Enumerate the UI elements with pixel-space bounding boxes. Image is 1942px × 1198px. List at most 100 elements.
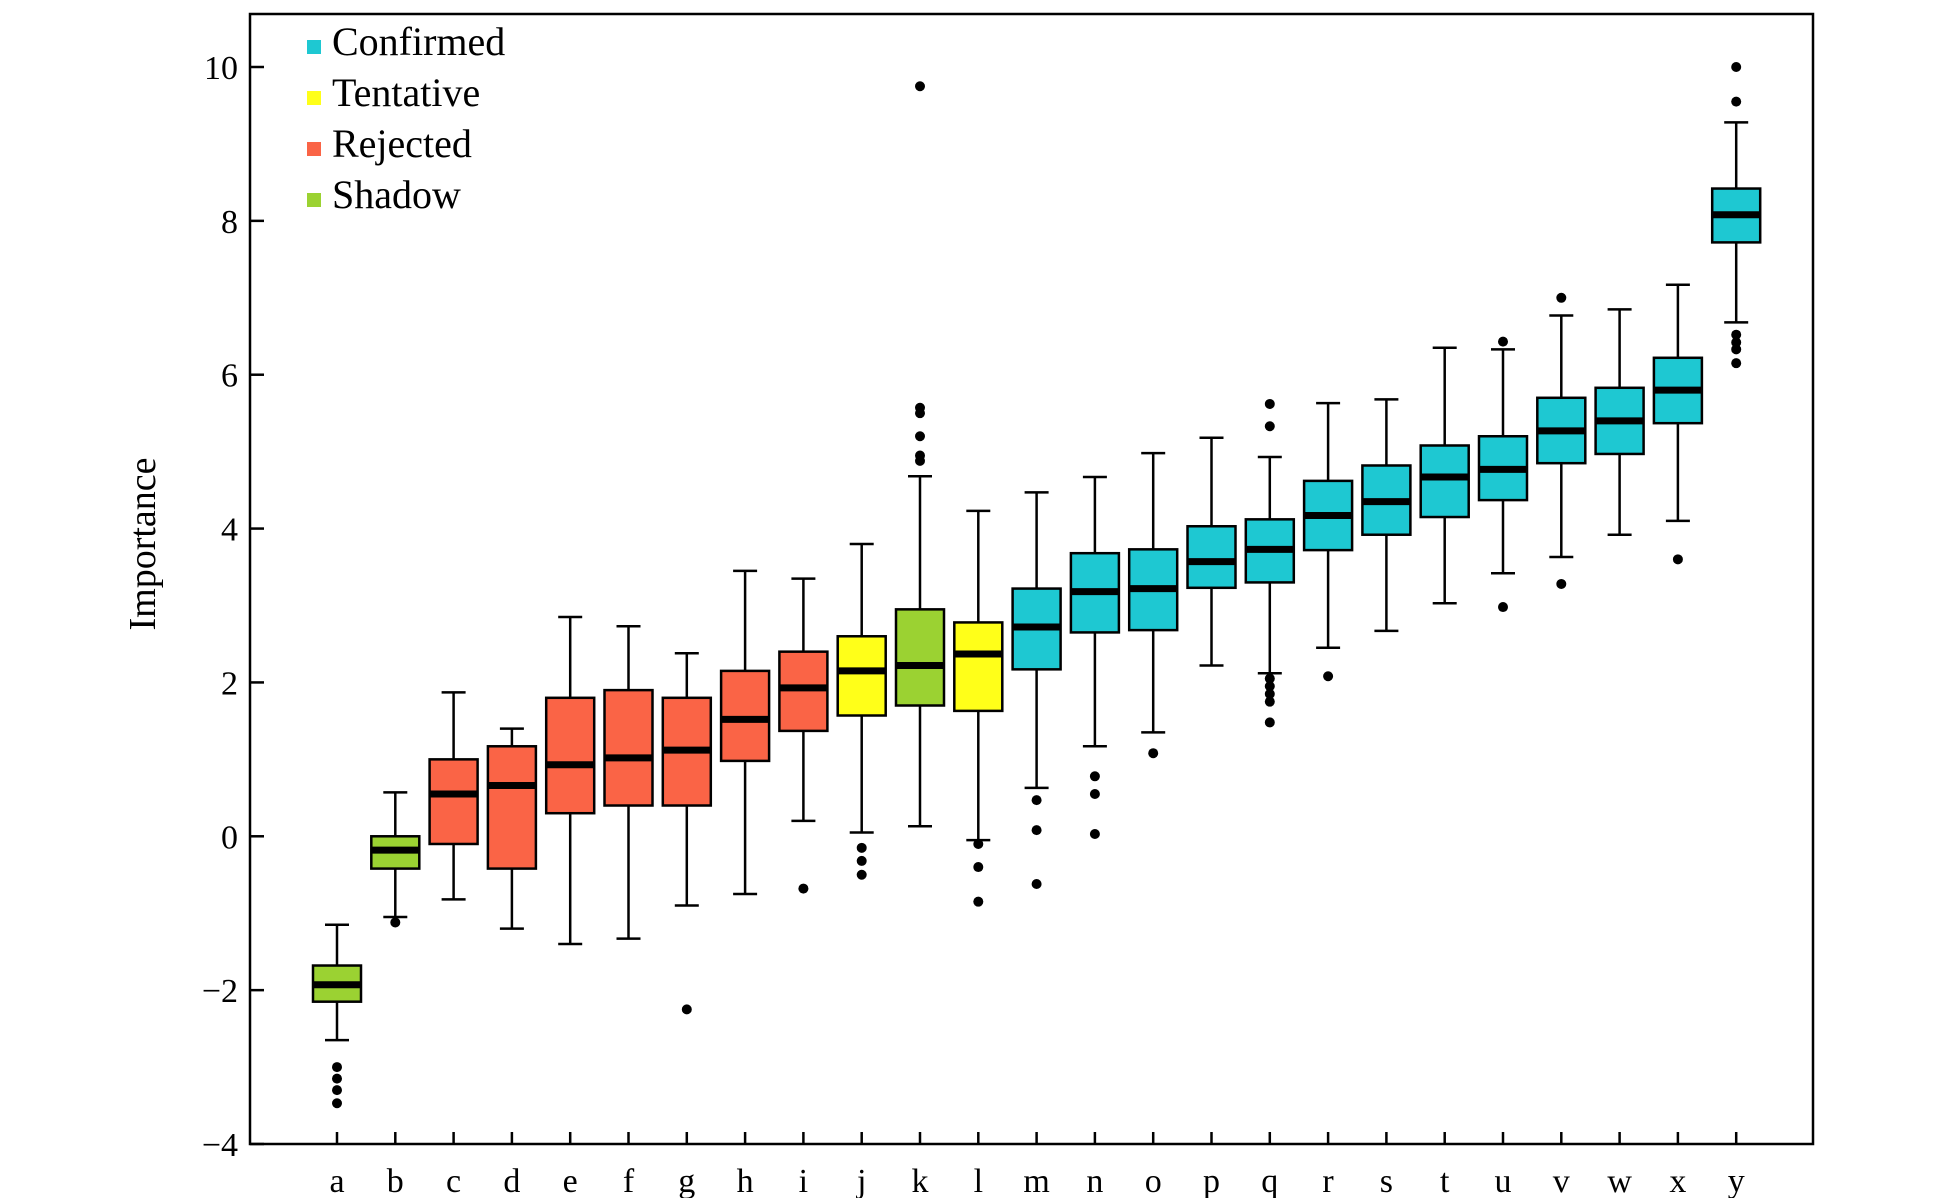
y-tick-label: 6	[221, 358, 238, 395]
outlier-point	[1264, 673, 1275, 684]
y-tick-label: 10	[204, 50, 238, 87]
x-tick-label: r	[1322, 1163, 1334, 1198]
outlier-point	[856, 842, 867, 853]
x-tick-label: t	[1440, 1163, 1450, 1198]
box-body	[1419, 444, 1470, 519]
outlier-point	[1264, 681, 1275, 692]
box-t	[1419, 346, 1470, 605]
outlier-point	[1731, 358, 1742, 369]
x-tick-label: v	[1553, 1163, 1570, 1198]
box-d	[486, 727, 538, 930]
x-tick-label: u	[1495, 1163, 1512, 1198]
outlier-point	[798, 883, 809, 894]
x-tick-label: g	[678, 1163, 695, 1198]
outlier-point	[1031, 795, 1042, 806]
box-j	[836, 542, 887, 880]
outlier-point	[681, 1004, 692, 1015]
box-k	[894, 81, 946, 828]
outlier-point	[915, 431, 925, 442]
box-m	[1011, 491, 1062, 889]
legend-swatch-confirmed	[307, 40, 321, 54]
legend-label-tentative: Tentative	[332, 70, 480, 115]
x-tick-label: h	[737, 1163, 754, 1198]
box-q	[1244, 398, 1296, 728]
outlier-point	[1264, 696, 1275, 707]
outlier-point	[1556, 292, 1567, 303]
box-a	[311, 923, 363, 1109]
box-c	[428, 691, 479, 901]
box-x	[1652, 283, 1704, 565]
outlier-point	[1031, 878, 1042, 889]
x-tick-label: d	[503, 1163, 520, 1198]
y-tick-label: 4	[221, 512, 238, 549]
outlier-point	[1672, 554, 1683, 565]
outlier-point	[915, 450, 925, 461]
outlier-point	[1264, 688, 1275, 699]
box-body	[836, 635, 887, 717]
box-body	[953, 621, 1004, 713]
outlier-point	[1031, 825, 1042, 836]
y-tick-label: 8	[221, 204, 238, 241]
outlier-point	[1148, 748, 1159, 759]
box-s	[1361, 398, 1412, 633]
box-r	[1302, 401, 1354, 682]
box-o	[1127, 451, 1179, 759]
x-tick-label: c	[446, 1163, 461, 1198]
outlier-point	[1264, 717, 1275, 728]
box-l	[953, 509, 1004, 907]
x-tick-label: x	[1669, 1163, 1686, 1198]
outlier-point	[1498, 602, 1508, 613]
y-tick-label: 2	[221, 665, 238, 702]
x-tick-label: b	[387, 1163, 404, 1198]
legend: Confirmed Tentative Rejected Shadow	[307, 19, 505, 217]
legend-swatch-rejected	[307, 142, 321, 156]
outlier-point	[1731, 62, 1742, 72]
box-f	[603, 625, 654, 940]
x-tick-label: w	[1607, 1163, 1632, 1198]
x-tick-label: s	[1380, 1163, 1393, 1198]
outlier-point	[1323, 671, 1334, 682]
box-body	[894, 608, 946, 707]
outlier-point	[1264, 398, 1275, 409]
box-e	[544, 615, 596, 946]
box-body	[603, 688, 654, 807]
box-v	[1536, 292, 1587, 589]
box-body	[544, 696, 596, 815]
y-tick-label: −4	[202, 1127, 238, 1164]
x-tick-label: q	[1261, 1163, 1278, 1198]
outlier-point	[856, 855, 867, 866]
x-tick-label: n	[1086, 1163, 1103, 1198]
y-axis: −4 −2 0 2 4 6 8 10	[202, 50, 264, 1164]
x-tick-label: j	[856, 1163, 866, 1198]
outlier-point	[1498, 336, 1508, 347]
box-y	[1710, 62, 1762, 369]
legend-label-shadow: Shadow	[332, 172, 461, 217]
legend-swatch-tentative	[307, 91, 321, 105]
x-tick-label: l	[974, 1163, 983, 1198]
y-tick-label: 0	[221, 819, 238, 856]
box-h	[719, 569, 771, 896]
outlier-point	[1089, 828, 1100, 839]
box-p	[1186, 436, 1237, 667]
box-w	[1594, 308, 1645, 536]
box-body	[1186, 525, 1237, 590]
x-tick-label: i	[799, 1163, 808, 1198]
box-n	[1069, 475, 1121, 839]
legend-label-confirmed: Confirmed	[332, 19, 505, 64]
box-i	[778, 577, 829, 894]
outlier-point	[973, 896, 984, 907]
x-axis: a b c d e f g h i j k l m n o p q r s t u v w x y	[329, 1132, 1745, 1198]
outlier-point	[1089, 771, 1100, 782]
box-b	[370, 791, 421, 928]
x-tick-label: a	[329, 1163, 344, 1198]
x-tick-label: p	[1203, 1163, 1220, 1198]
outlier-point	[1731, 329, 1742, 340]
outlier-point	[332, 1098, 342, 1109]
legend-label-rejected: Rejected	[332, 121, 472, 166]
outlier-point	[332, 1085, 342, 1096]
legend-swatch-shadow	[307, 193, 321, 207]
box-u	[1477, 336, 1529, 613]
outlier-point	[1731, 344, 1742, 355]
outlier-point	[973, 862, 984, 873]
